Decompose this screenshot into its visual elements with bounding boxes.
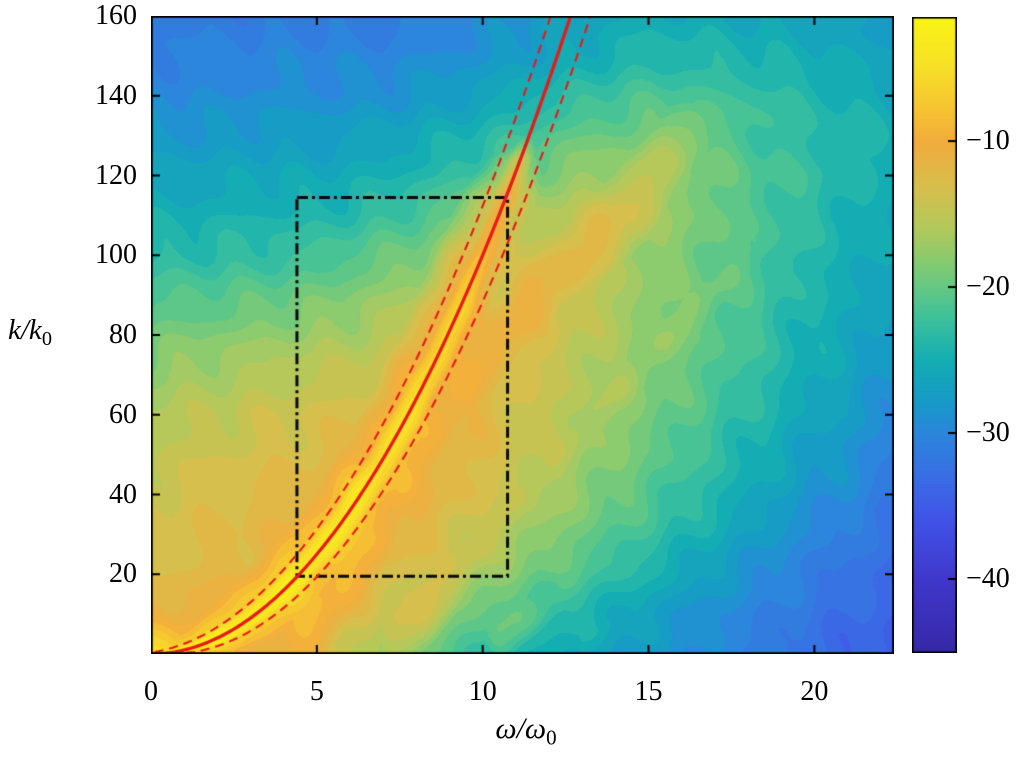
colorbar-canvas (912, 17, 957, 653)
y-tick-label: 120 (95, 159, 137, 191)
y-tick-label: 160 (95, 0, 137, 31)
y-tick-label: 80 (109, 319, 137, 350)
heatmap-canvas (151, 16, 894, 654)
x-axis-label: ω/ω0 (401, 712, 651, 750)
y-axis-label-subscript: 0 (41, 328, 52, 351)
y-axis-label-text: k/k (8, 314, 42, 346)
y-tick-label: 40 (109, 478, 137, 510)
x-tick-label: 20 (800, 676, 829, 707)
x-axis-label-text: ω/ω (495, 712, 547, 745)
x-tick-label: 10 (468, 676, 497, 707)
x-tick-label: 15 (634, 676, 663, 707)
y-tick-label: 20 (109, 558, 137, 590)
colorbar-tick-label: −40 (966, 563, 1010, 594)
colorbar-tick-label: −30 (966, 417, 1010, 449)
x-tick-label: 0 (144, 676, 158, 707)
x-tick-label: 5 (309, 676, 324, 707)
y-axis-label: k/k0 (8, 314, 52, 351)
y-tick-label: 140 (95, 79, 137, 111)
y-tick-label: 100 (95, 239, 137, 271)
y-tick-label: 60 (109, 398, 137, 430)
x-axis-label-subscript: 0 (546, 725, 557, 750)
colorbar-tick-label: −20 (966, 271, 1010, 303)
colorbar-tick-label: −10 (966, 125, 1010, 157)
